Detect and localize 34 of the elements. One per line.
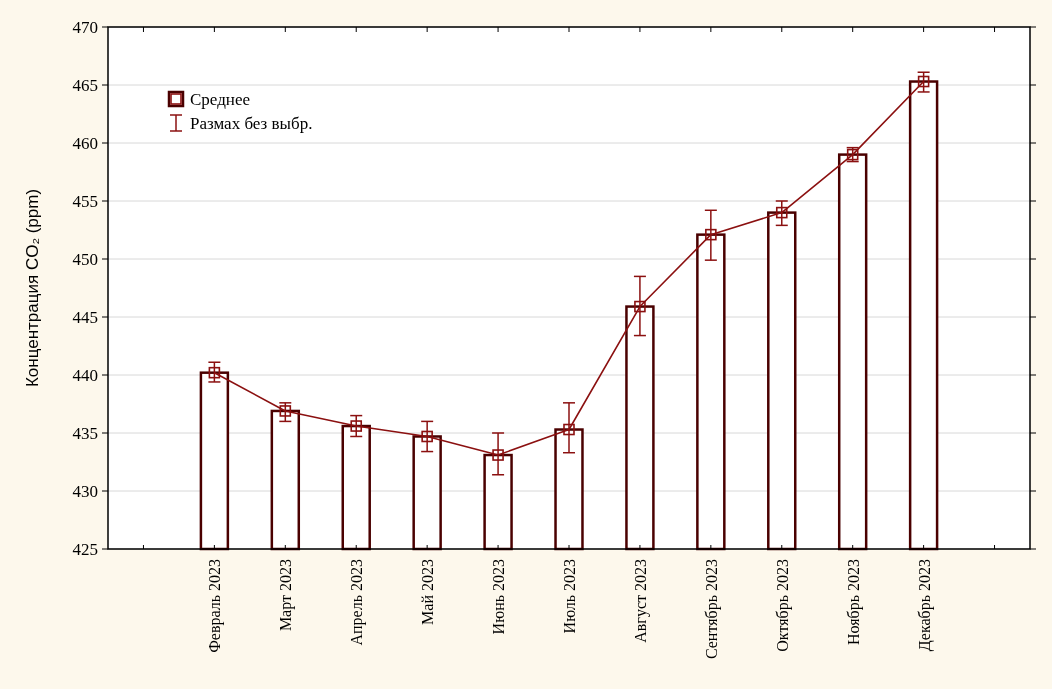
point (350, 420, 363, 432)
y-tick-label: 470 (72, 17, 98, 37)
point (492, 449, 504, 461)
y-tick-label: 435 (72, 423, 98, 443)
point (279, 405, 292, 417)
y-tick-label: 445 (72, 307, 98, 327)
x-tick-label: Август 2023 (631, 559, 650, 643)
x-tick-label: Февраль 2023 (206, 559, 225, 653)
x-tick-label: Июль 2023 (561, 559, 578, 634)
point (705, 228, 717, 241)
y-tick-label: 455 (72, 191, 98, 211)
y-tick-label: 430 (72, 481, 98, 501)
point (775, 206, 788, 219)
annotation: Размах без выбр. (190, 113, 313, 133)
point (563, 423, 575, 436)
point (421, 430, 433, 443)
y-axis-title: Концентрация CO₂ (ppm) (23, 188, 42, 388)
point (208, 366, 221, 379)
x-tick-label: Ноябрь 2023 (844, 559, 863, 646)
x-tick-label: Март 2023 (277, 559, 296, 632)
x-tick-label: Декабрь 2023 (915, 559, 934, 652)
x-tick-label: Апрель 2023 (348, 559, 367, 646)
point (634, 300, 646, 313)
point (917, 75, 930, 88)
y-tick-label: 450 (72, 249, 98, 269)
x-tick-label: Октябрь 2023 (773, 559, 792, 652)
y-tick-label: 440 (72, 365, 98, 385)
x-tick-label: Сентябрь 2023 (702, 559, 721, 660)
x-tick-label: Июнь 2023 (490, 559, 508, 635)
x-tick-label: Май 2023 (419, 559, 437, 625)
y-tick-label: 460 (72, 133, 98, 153)
y-tick-label: 465 (72, 75, 98, 95)
legend-label: Среднее (190, 89, 250, 109)
y-tick-label: 425 (72, 539, 98, 559)
